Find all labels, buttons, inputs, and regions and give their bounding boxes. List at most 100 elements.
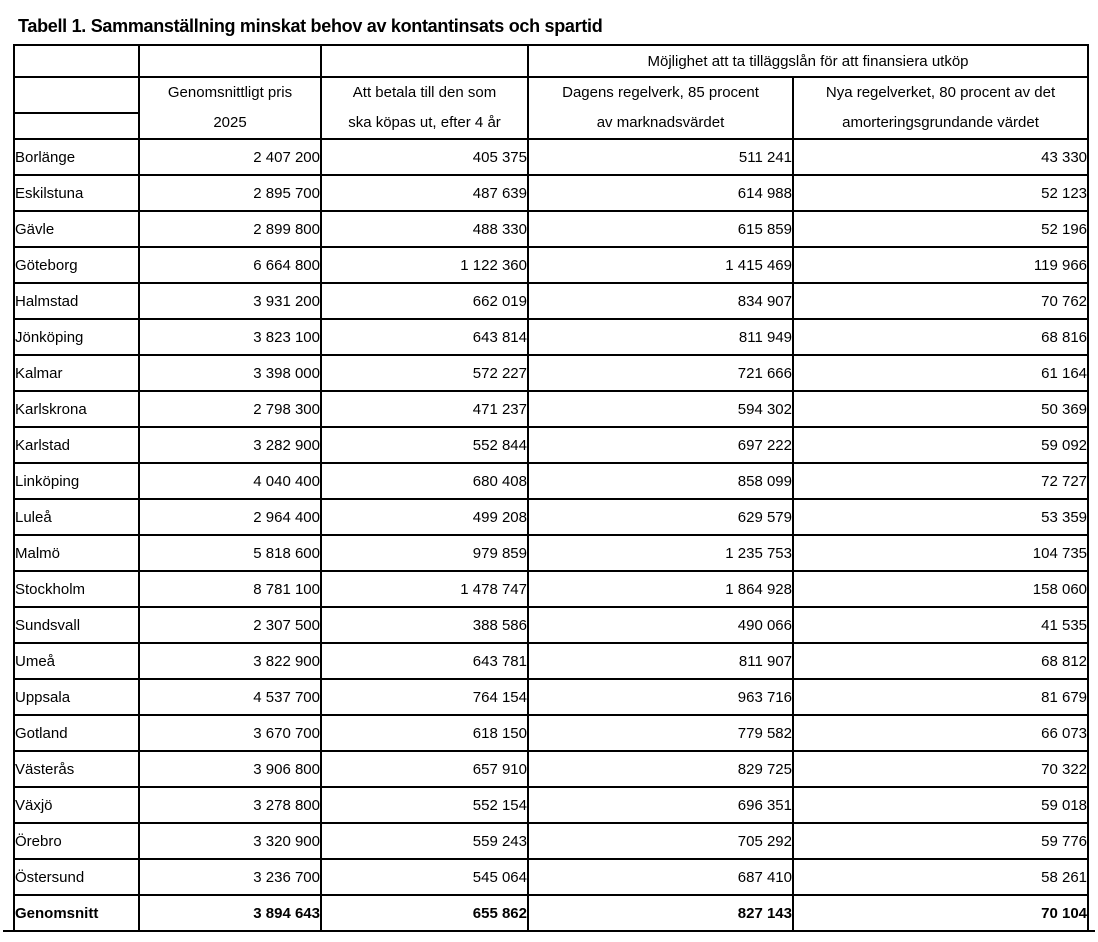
new-rules-cell: 52 196 [791,210,1090,248]
current-rules-cell: 594 302 [527,390,794,428]
new-rules-cell: 50 369 [791,390,1090,428]
empty-header-cell [138,44,322,78]
price-cell: 3 906 800 [138,750,322,788]
new-rules-cell: 158 060 [791,570,1090,608]
new-rules-cell: 70 762 [791,282,1090,320]
table-header: Möjlighet att ta tilläggslån för att fin… [13,44,1090,140]
group-header-tillaggslan: Möjlighet att ta tilläggslån för att fin… [526,44,1090,78]
current-rules-cell: 858 099 [527,462,794,500]
buyout-cell: 1 122 360 [320,246,529,284]
price-cell: 3 670 700 [138,714,322,752]
price-cell: 4 040 400 [138,462,322,500]
buyout-cell: 643 814 [320,318,529,356]
table-container: Möjlighet att ta tilläggslån för att fin… [3,44,1095,932]
table-title: Tabell 1. Sammanställning minskat behov … [18,16,603,36]
col-header-line: 2025 [213,114,247,131]
buyout-cell: 657 910 [320,750,529,788]
table-row: Kalmar 3 398 000 572 227 721 666 61 164 [13,354,1090,392]
buyout-cell: 559 243 [320,822,529,860]
buyout-cell: 618 150 [320,714,529,752]
current-rules-cell: 511 241 [527,138,794,176]
current-rules-cell: 811 907 [527,642,794,680]
city-cell: Jönköping [13,318,140,356]
buyout-cell: 764 154 [320,678,529,716]
table-row: Halmstad 3 931 200 662 019 834 907 70 76… [13,282,1090,320]
table-row: Genomsnitt 3 894 643 655 862 827 143 70 … [13,894,1090,932]
col-header-line: Genomsnittligt pris [167,84,293,101]
col-header-line: ska köpas ut, efter 4 år [348,114,501,131]
city-cell: Växjö [13,786,140,824]
table-row: Uppsala 4 537 700 764 154 963 716 81 679 [13,678,1090,716]
new-rules-cell: 61 164 [791,354,1090,392]
new-rules-cell: 53 359 [791,498,1090,536]
table-body: Borlänge 2 407 200 405 375 511 241 43 33… [13,138,1090,932]
city-cell: Linköping [13,462,140,500]
price-cell: 8 781 100 [138,570,322,608]
col-header-line: amorteringsgrundande värdet [842,114,1039,131]
price-cell: 3 278 800 [138,786,322,824]
city-cell: Kalmar [13,354,140,392]
header-row-group: Möjlighet att ta tilläggslån för att fin… [13,44,1090,78]
header-row-columns: Genomsnittligt pris 2025 Att betala till… [13,76,1090,140]
current-rules-cell: 827 143 [527,894,794,932]
price-cell: 3 236 700 [138,858,322,896]
table-row: Malmö 5 818 600 979 859 1 235 753 104 73… [13,534,1090,572]
city-cell: Uppsala [13,678,140,716]
new-rules-cell: 68 816 [791,318,1090,356]
buyout-cell: 643 781 [320,642,529,680]
table-row: Gävle 2 899 800 488 330 615 859 52 196 [13,210,1090,248]
current-rules-cell: 1 415 469 [527,246,794,284]
current-rules-cell: 779 582 [527,714,794,752]
new-rules-cell: 119 966 [791,246,1090,284]
current-rules-cell: 705 292 [527,822,794,860]
current-rules-cell: 614 988 [527,174,794,212]
table-row: Eskilstuna 2 895 700 487 639 614 988 52 … [13,174,1090,212]
new-rules-cell: 72 727 [791,462,1090,500]
buyout-cell: 488 330 [320,210,529,248]
table-row: Linköping 4 040 400 680 408 858 099 72 7… [13,462,1090,500]
new-rules-cell: 59 776 [791,822,1090,860]
city-cell: Genomsnitt [13,894,140,932]
new-rules-cell: 52 123 [791,174,1090,212]
current-rules-cell: 697 222 [527,426,794,464]
table-row: Stockholm 8 781 100 1 478 747 1 864 928 … [13,570,1090,608]
price-cell: 3 320 900 [138,822,322,860]
city-cell: Karlskrona [13,390,140,428]
city-cell: Örebro [13,822,140,860]
table-row: Karlstad 3 282 900 552 844 697 222 59 09… [13,426,1090,464]
table-row: Östersund 3 236 700 545 064 687 410 58 2… [13,858,1090,896]
table-row: Karlskrona 2 798 300 471 237 594 302 50 … [13,390,1090,428]
current-rules-cell: 829 725 [527,750,794,788]
buyout-cell: 471 237 [320,390,529,428]
price-cell: 3 398 000 [138,354,322,392]
col-header-price: Genomsnittligt pris 2025 [138,76,322,140]
current-rules-cell: 1 235 753 [527,534,794,572]
new-rules-cell: 59 018 [791,786,1090,824]
city-cell: Karlstad [13,426,140,464]
buyout-cell: 545 064 [320,858,529,896]
new-rules-cell: 68 812 [791,642,1090,680]
current-rules-cell: 811 949 [527,318,794,356]
new-rules-cell: 41 535 [791,606,1090,644]
price-cell: 2 798 300 [138,390,322,428]
current-rules-cell: 834 907 [527,282,794,320]
buyout-cell: 487 639 [320,174,529,212]
col-header-line: Dagens regelverk, 85 procent [562,84,759,101]
buyout-cell: 680 408 [320,462,529,500]
price-cell: 4 537 700 [138,678,322,716]
table-row: Göteborg 6 664 800 1 122 360 1 415 469 1… [13,246,1090,284]
price-cell: 3 894 643 [138,894,322,932]
current-rules-cell: 721 666 [527,354,794,392]
current-rules-cell: 490 066 [527,606,794,644]
city-cell: Malmö [13,534,140,572]
price-cell: 2 899 800 [138,210,322,248]
new-rules-cell: 81 679 [791,678,1090,716]
table-row: Gotland 3 670 700 618 150 779 582 66 073 [13,714,1090,752]
city-cell: Eskilstuna [13,174,140,212]
col-header-new-rules: Nya regelverket, 80 procent av det amort… [791,76,1090,140]
city-cell: Gotland [13,714,140,752]
new-rules-cell: 43 330 [791,138,1090,176]
buyout-cell: 499 208 [320,498,529,536]
table-row: Sundsvall 2 307 500 388 586 490 066 41 5… [13,606,1090,644]
